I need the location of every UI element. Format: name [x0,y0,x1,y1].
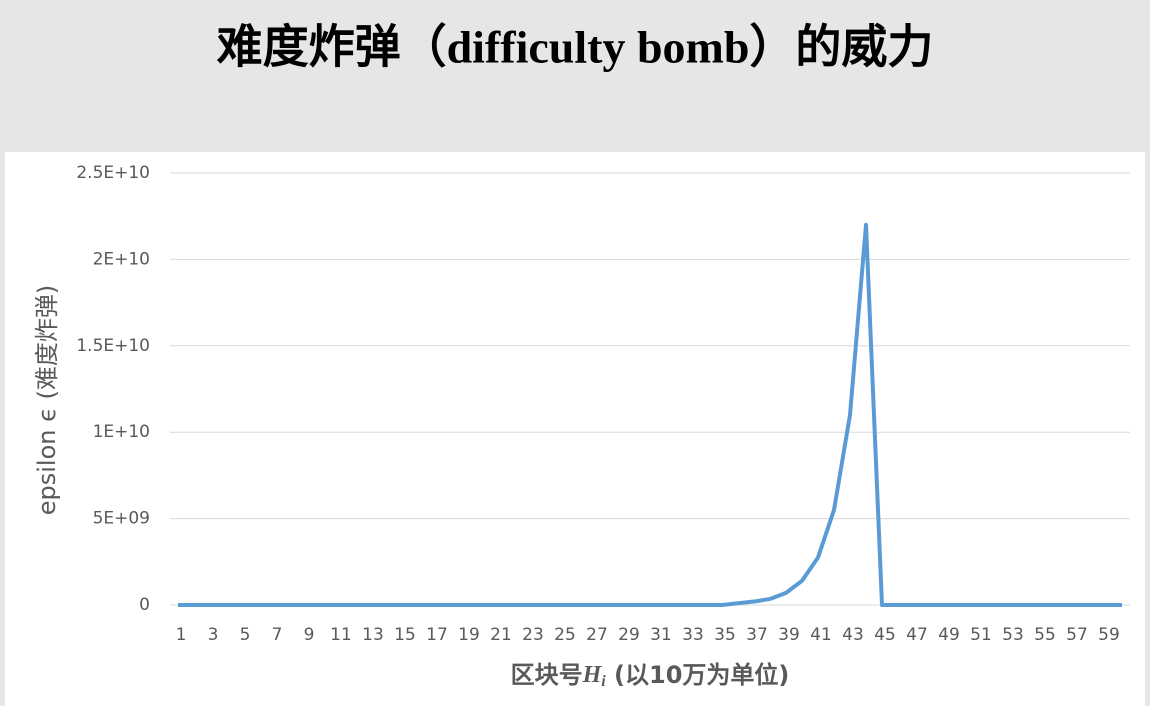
y-tick-label: 0 [139,595,150,615]
x-label-prefix: 区块号 [511,661,583,689]
y-tick-label: 2E+10 [93,249,150,269]
x-tick-label: 11 [330,625,352,645]
x-tick-label: 49 [938,625,960,645]
x-tick-label: 7 [272,625,283,645]
x-tick-label: 15 [394,625,416,645]
y-tick-label: 1E+10 [93,422,150,442]
slide-title: 难度炸弹（difficulty bomb）的威力 [217,22,934,73]
x-tick-label: 59 [1098,625,1120,645]
x-tick-label: 23 [522,625,544,645]
data-line [178,222,1122,607]
x-label-suffix: (以10万为单位) [606,661,790,689]
x-tick-label: 3 [208,625,219,645]
x-tick-label: 31 [650,625,672,645]
y-tick-label: 5E+09 [93,509,150,529]
x-tick-label: 37 [746,625,768,645]
x-tick-label: 45 [874,625,896,645]
x-tick-label: 25 [554,625,576,645]
y-tick-label: 2.5E+10 [76,163,150,183]
x-tick-label: 21 [490,625,512,645]
x-tick-label: 9 [304,625,315,645]
x-axis-label: 区块号Hi (以10万为单位) [511,661,790,690]
x-tick-label: 39 [778,625,800,645]
x-tick-label: 35 [714,625,736,645]
x-label-var: H [582,662,603,688]
y-axis-label: epsilon ϵ (难度炸弹) [33,285,61,515]
x-tick-label: 55 [1034,625,1056,645]
x-tick-label: 17 [426,625,448,645]
x-tick-label: 47 [906,625,928,645]
chart-panel [5,152,1145,706]
x-tick-label: 51 [970,625,992,645]
x-tick-label: 53 [1002,625,1024,645]
x-tick-label: 13 [362,625,384,645]
x-tick-label: 41 [810,625,832,645]
y-tick-label: 1.5E+10 [76,336,150,356]
x-tick-label: 57 [1066,625,1088,645]
x-tick-label: 33 [682,625,704,645]
x-tick-label: 27 [586,625,608,645]
x-tick-label: 19 [458,625,480,645]
x-tick-label: 43 [842,625,864,645]
x-tick-label: 1 [176,625,187,645]
x-tick-label: 29 [618,625,640,645]
x-tick-label: 5 [240,625,251,645]
x-label-sub: i [601,673,606,690]
